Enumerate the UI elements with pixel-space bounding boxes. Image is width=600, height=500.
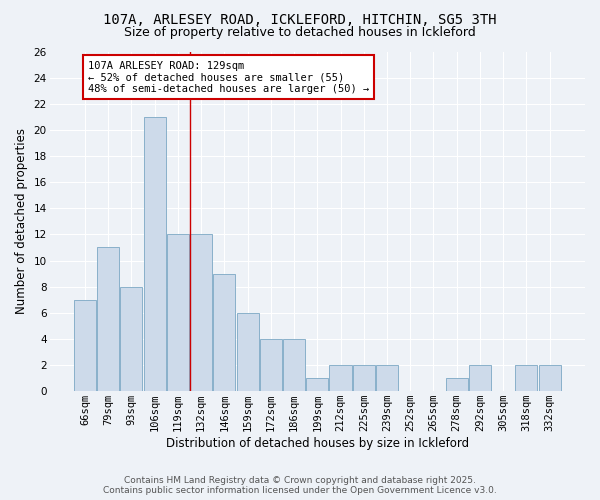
Bar (97, 248, 119, 391)
Bar (283, 339, 305, 391)
Y-axis label: Number of detached properties: Number of detached properties (15, 128, 28, 314)
Bar (376, 365, 398, 391)
Text: 107A ARLESEY ROAD: 129sqm
← 52% of detached houses are smaller (55)
48% of semi-: 107A ARLESEY ROAD: 129sqm ← 52% of detac… (88, 60, 369, 94)
Bar (515, 365, 538, 391)
Bar (190, 234, 212, 391)
Bar (236, 313, 259, 391)
Bar (214, 274, 235, 391)
Bar (306, 378, 328, 391)
Bar (353, 365, 375, 391)
Bar (260, 339, 282, 391)
Text: Contains HM Land Registry data © Crown copyright and database right 2025.
Contai: Contains HM Land Registry data © Crown c… (103, 476, 497, 495)
Text: 107A, ARLESEY ROAD, ICKLEFORD, HITCHIN, SG5 3TH: 107A, ARLESEY ROAD, ICKLEFORD, HITCHIN, … (103, 12, 497, 26)
Bar (329, 365, 352, 391)
Bar (167, 234, 189, 391)
Bar (121, 286, 142, 391)
Bar (74, 300, 96, 391)
Text: Size of property relative to detached houses in Ickleford: Size of property relative to detached ho… (124, 26, 476, 39)
Bar (469, 365, 491, 391)
Bar (446, 378, 468, 391)
Bar (143, 117, 166, 391)
X-axis label: Distribution of detached houses by size in Ickleford: Distribution of detached houses by size … (166, 437, 469, 450)
Bar (539, 365, 560, 391)
